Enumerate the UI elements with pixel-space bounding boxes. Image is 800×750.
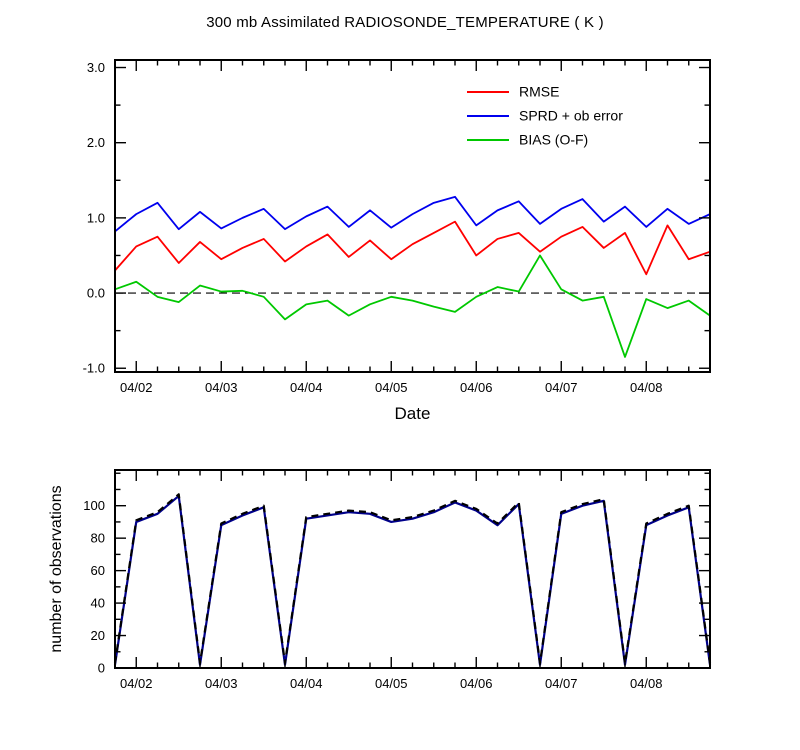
legend-label: RMSE xyxy=(519,84,559,100)
series-sprd-ob-error xyxy=(114,195,711,233)
y-tick-label: 20 xyxy=(91,628,105,643)
y-tick-label: 2.0 xyxy=(87,135,105,150)
x-tick-label: 04/06 xyxy=(460,676,493,691)
x-tick-label: 04/08 xyxy=(630,380,663,395)
x-tick-label: 04/04 xyxy=(290,380,323,395)
y-tick-label: -1.0 xyxy=(83,361,105,376)
y-tick-label: 0.0 xyxy=(87,286,105,301)
x-tick-label: 04/04 xyxy=(290,676,323,691)
legend-label: SPRD + ob error xyxy=(519,108,623,124)
x-tick-label: 04/02 xyxy=(120,676,153,691)
y-tick-label: 40 xyxy=(91,596,105,611)
y-tick-label: 1.0 xyxy=(87,210,105,225)
x-tick-label: 04/05 xyxy=(375,380,408,395)
series-observations-dashed xyxy=(113,493,712,665)
chart-title: 300 mb Assimilated RADIOSONDE_TEMPERATUR… xyxy=(206,14,604,31)
series-rmse xyxy=(114,220,711,276)
x-tick-label: 04/03 xyxy=(205,676,238,691)
legend-label: BIAS (O-F) xyxy=(519,132,588,148)
y-tick-label: 100 xyxy=(83,498,105,513)
x-tick-label: 04/03 xyxy=(205,380,238,395)
y-tick-label: 3.0 xyxy=(87,60,105,75)
y-tick-label: 80 xyxy=(91,531,105,546)
x-tick-label: 04/07 xyxy=(545,676,578,691)
x-tick-label: 04/06 xyxy=(460,380,493,395)
x-tick-label: 04/08 xyxy=(630,676,663,691)
x-tick-label: 04/07 xyxy=(545,380,578,395)
series-bias-o-f- xyxy=(114,254,711,358)
x-tick-label: 04/05 xyxy=(375,676,408,691)
x-axis-title-date: Date xyxy=(394,404,431,423)
y-tick-label: 0 xyxy=(98,661,105,676)
y-tick-label: 60 xyxy=(91,563,105,578)
x-tick-label: 04/02 xyxy=(120,380,153,395)
